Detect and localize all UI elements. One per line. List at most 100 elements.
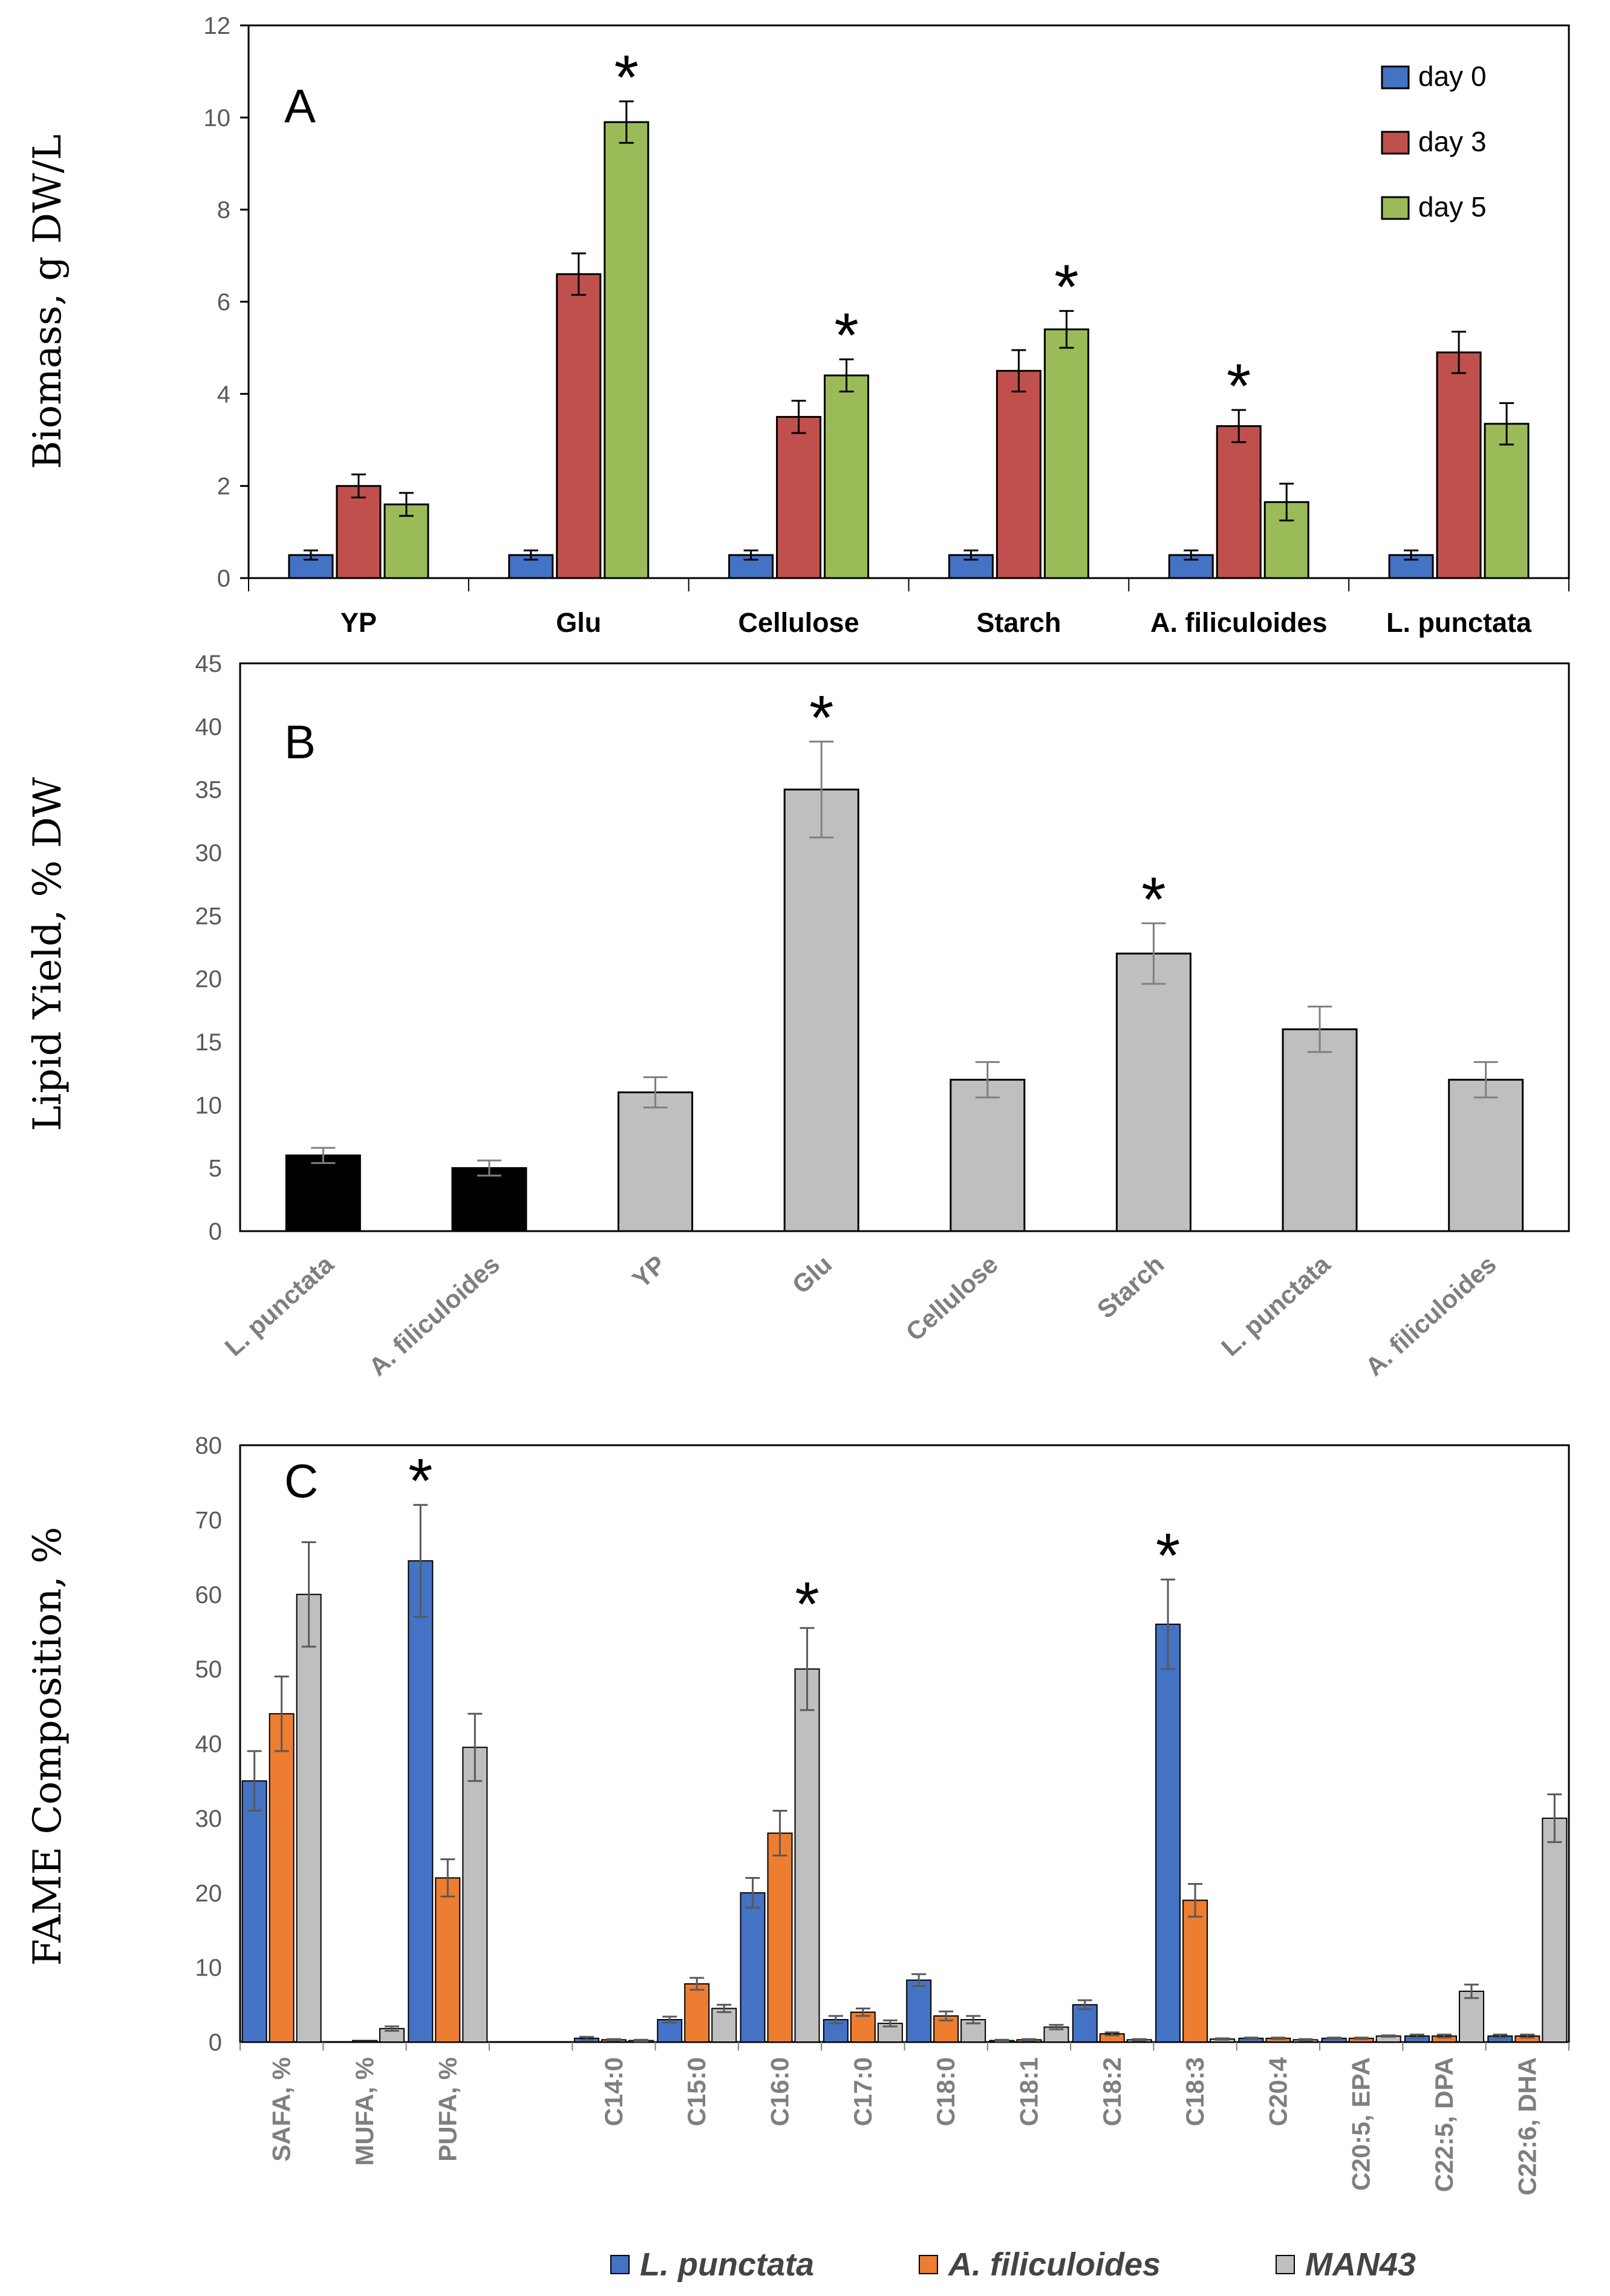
panel-a-marks: 0 2 4 6 8 10 12 YP Glu Cellulose Starch A. filiculo… — [204, 13, 1569, 638]
panel-b-y-tick-label: 30 — [195, 840, 223, 867]
panel-a-bar — [824, 374, 870, 579]
panel-c-category-label: C18:1 — [1014, 2057, 1043, 2126]
panel-b-chart: B Lipid Yield, % DW 0 5 10 15 20 25 30 35 40 45 L.… — [25, 651, 1570, 1382]
panel-c-legend-swatch — [1276, 2255, 1295, 2274]
panel-a-category-label: Glu — [556, 607, 601, 638]
panel-a-bar — [996, 369, 1041, 579]
panel-c-marks: 0 10 20 30 40 50 60 70 80 SAFA, % MUFA, % PUFA, % C1… — [195, 1433, 1569, 2196]
panel-a-legend-label: day 0 — [1418, 60, 1487, 92]
panel-a-bar — [336, 485, 382, 579]
panel-a-category-label: L. punctata — [1386, 607, 1532, 638]
panel-c-y-tick-label: 0 — [209, 2029, 222, 2056]
panel-a-y-tick-label: 2 — [217, 473, 230, 500]
panel-a-legend-swatch — [1381, 196, 1410, 220]
panel-a-bar — [1043, 328, 1089, 579]
panel-a-bar — [604, 121, 650, 579]
panel-c-label: C — [284, 1454, 318, 1507]
panel-c-y-tick-label: 30 — [195, 1806, 223, 1832]
panel-a-bar — [1436, 351, 1482, 579]
panel-a-category-label: YP — [341, 607, 377, 638]
panel-c-bar — [794, 1668, 820, 2043]
panel-c-y-tick-label: 50 — [195, 1656, 223, 1683]
panel-c-bar — [767, 1832, 793, 2043]
panel-a-significance-star: * — [1054, 252, 1078, 322]
panel-a-y-tick-label: 8 — [217, 197, 230, 224]
panel-a-legend-swatch — [1381, 65, 1410, 89]
panel-b-y-tick-label: 15 — [195, 1029, 223, 1056]
panel-a-bar — [1216, 425, 1262, 579]
panel-c-y-tick-label: 20 — [195, 1880, 223, 1907]
panel-b-bar — [1282, 1028, 1358, 1232]
panel-c-y-tick-label: 80 — [195, 1433, 223, 1459]
panel-a-y-tick-label: 6 — [217, 289, 230, 316]
panel-a-chart: A Biomass, g DW/L 0 2 4 6 8 10 12 YP Glu Cellulos… — [25, 13, 1570, 638]
panel-b-y-axis-label: Lipid Yield, % DW — [25, 777, 70, 1131]
panel-b-plot-frame — [239, 662, 1570, 1232]
panel-c-category-label: C22:5, DPA — [1430, 2057, 1458, 2192]
panel-c-bar — [711, 2008, 737, 2043]
panel-b-significance-star: * — [809, 683, 833, 753]
panel-c-bar — [684, 1983, 710, 2043]
panel-a-category-label: Starch — [976, 607, 1061, 638]
panel-c-y-tick-label: 70 — [195, 1507, 223, 1533]
panel-c-category-label: C20:5, EPA — [1347, 2057, 1375, 2191]
panel-c-bar — [269, 1713, 295, 2043]
panel-a-significance-star: * — [834, 301, 858, 371]
panel-b-y-tick-label: 5 — [209, 1156, 222, 1182]
panel-c-bar — [462, 1746, 488, 2043]
panel-b-label: B — [284, 715, 316, 769]
panel-a-legend-label: day 5 — [1418, 191, 1487, 223]
panel-b-y-tick-label: 45 — [195, 651, 223, 677]
panel-c-y-axis-label: FAME Composition, % — [25, 1527, 70, 1966]
panel-a-y-tick-label: 0 — [217, 565, 230, 592]
panel-c-bar — [351, 2040, 377, 2043]
panel-c-legend-swatch — [610, 2255, 630, 2274]
panel-b-category-label: YP — [627, 1250, 671, 1293]
panel-c-chart: C FAME Composition, % 0 10 20 30 40 50 60 70 80 S… — [25, 1433, 1570, 2283]
panel-c-category-label: C18:0 — [931, 2057, 960, 2126]
panel-a-bar — [776, 415, 822, 579]
panel-c-y-tick-label: 40 — [195, 1731, 223, 1758]
panel-c-category-label: C14:0 — [599, 2057, 628, 2126]
panel-c-legend-label: MAN43 — [1305, 2246, 1416, 2283]
panel-c-bar — [850, 2011, 876, 2043]
panel-b-bar — [783, 789, 859, 1232]
panel-c-category-label: MUFA, % — [350, 2057, 379, 2166]
panel-a-plot-frame — [247, 24, 1570, 579]
panel-a-legend-label: day 3 — [1418, 126, 1487, 157]
panel-b-category-label: L. punctata — [1216, 1249, 1335, 1361]
panel-a-legend-swatch — [1381, 131, 1410, 155]
panel-b-bar — [1115, 952, 1191, 1232]
panel-c-legend-label: L. punctata — [640, 2246, 814, 2283]
panel-c-y-tick-label: 10 — [195, 1955, 223, 1982]
panel-c-category-label: C18:3 — [1181, 2057, 1209, 2126]
panel-c-category-label: PUFA, % — [433, 2057, 461, 2162]
panel-b-significance-star: * — [1141, 865, 1165, 935]
panel-b-bar — [1448, 1079, 1524, 1232]
panel-b-category-label: Starch — [1092, 1250, 1170, 1324]
panel-c-category-label: C20:4 — [1263, 2057, 1292, 2126]
panel-c-bar — [1542, 1817, 1568, 2043]
panel-c-bar — [241, 1780, 267, 2043]
panel-a-category-label: A. filiculoides — [1150, 607, 1328, 638]
panel-c-significance-star: * — [408, 1446, 432, 1517]
panel-a-label: A — [284, 79, 316, 132]
panel-c-bar — [1182, 1899, 1208, 2043]
panel-a-bar — [1484, 423, 1530, 579]
panel-c-legend: L. punctata A. filiculoides MAN43 — [610, 2246, 1416, 2283]
panel-a-significance-star: * — [614, 43, 639, 113]
panel-c-category-label: C15:0 — [682, 2057, 711, 2126]
panel-b-y-tick-label: 40 — [195, 714, 223, 740]
panel-c-category-label: C17:0 — [849, 2057, 877, 2126]
panel-c-bar — [906, 1979, 932, 2043]
panel-a-y-tick-label: 10 — [204, 105, 231, 131]
panel-a-bar — [556, 273, 602, 579]
panel-b-y-tick-label: 20 — [195, 966, 223, 993]
panel-b-y-tick-label: 35 — [195, 777, 223, 804]
panel-c-y-tick-label: 60 — [195, 1582, 223, 1608]
panel-c-legend-swatch — [919, 2255, 938, 2274]
panel-b-category-label: A. filiculoides — [363, 1250, 505, 1382]
panel-a-legend: day 0 day 3 day 5 — [1381, 60, 1487, 223]
panel-c-significance-star: * — [795, 1569, 819, 1639]
